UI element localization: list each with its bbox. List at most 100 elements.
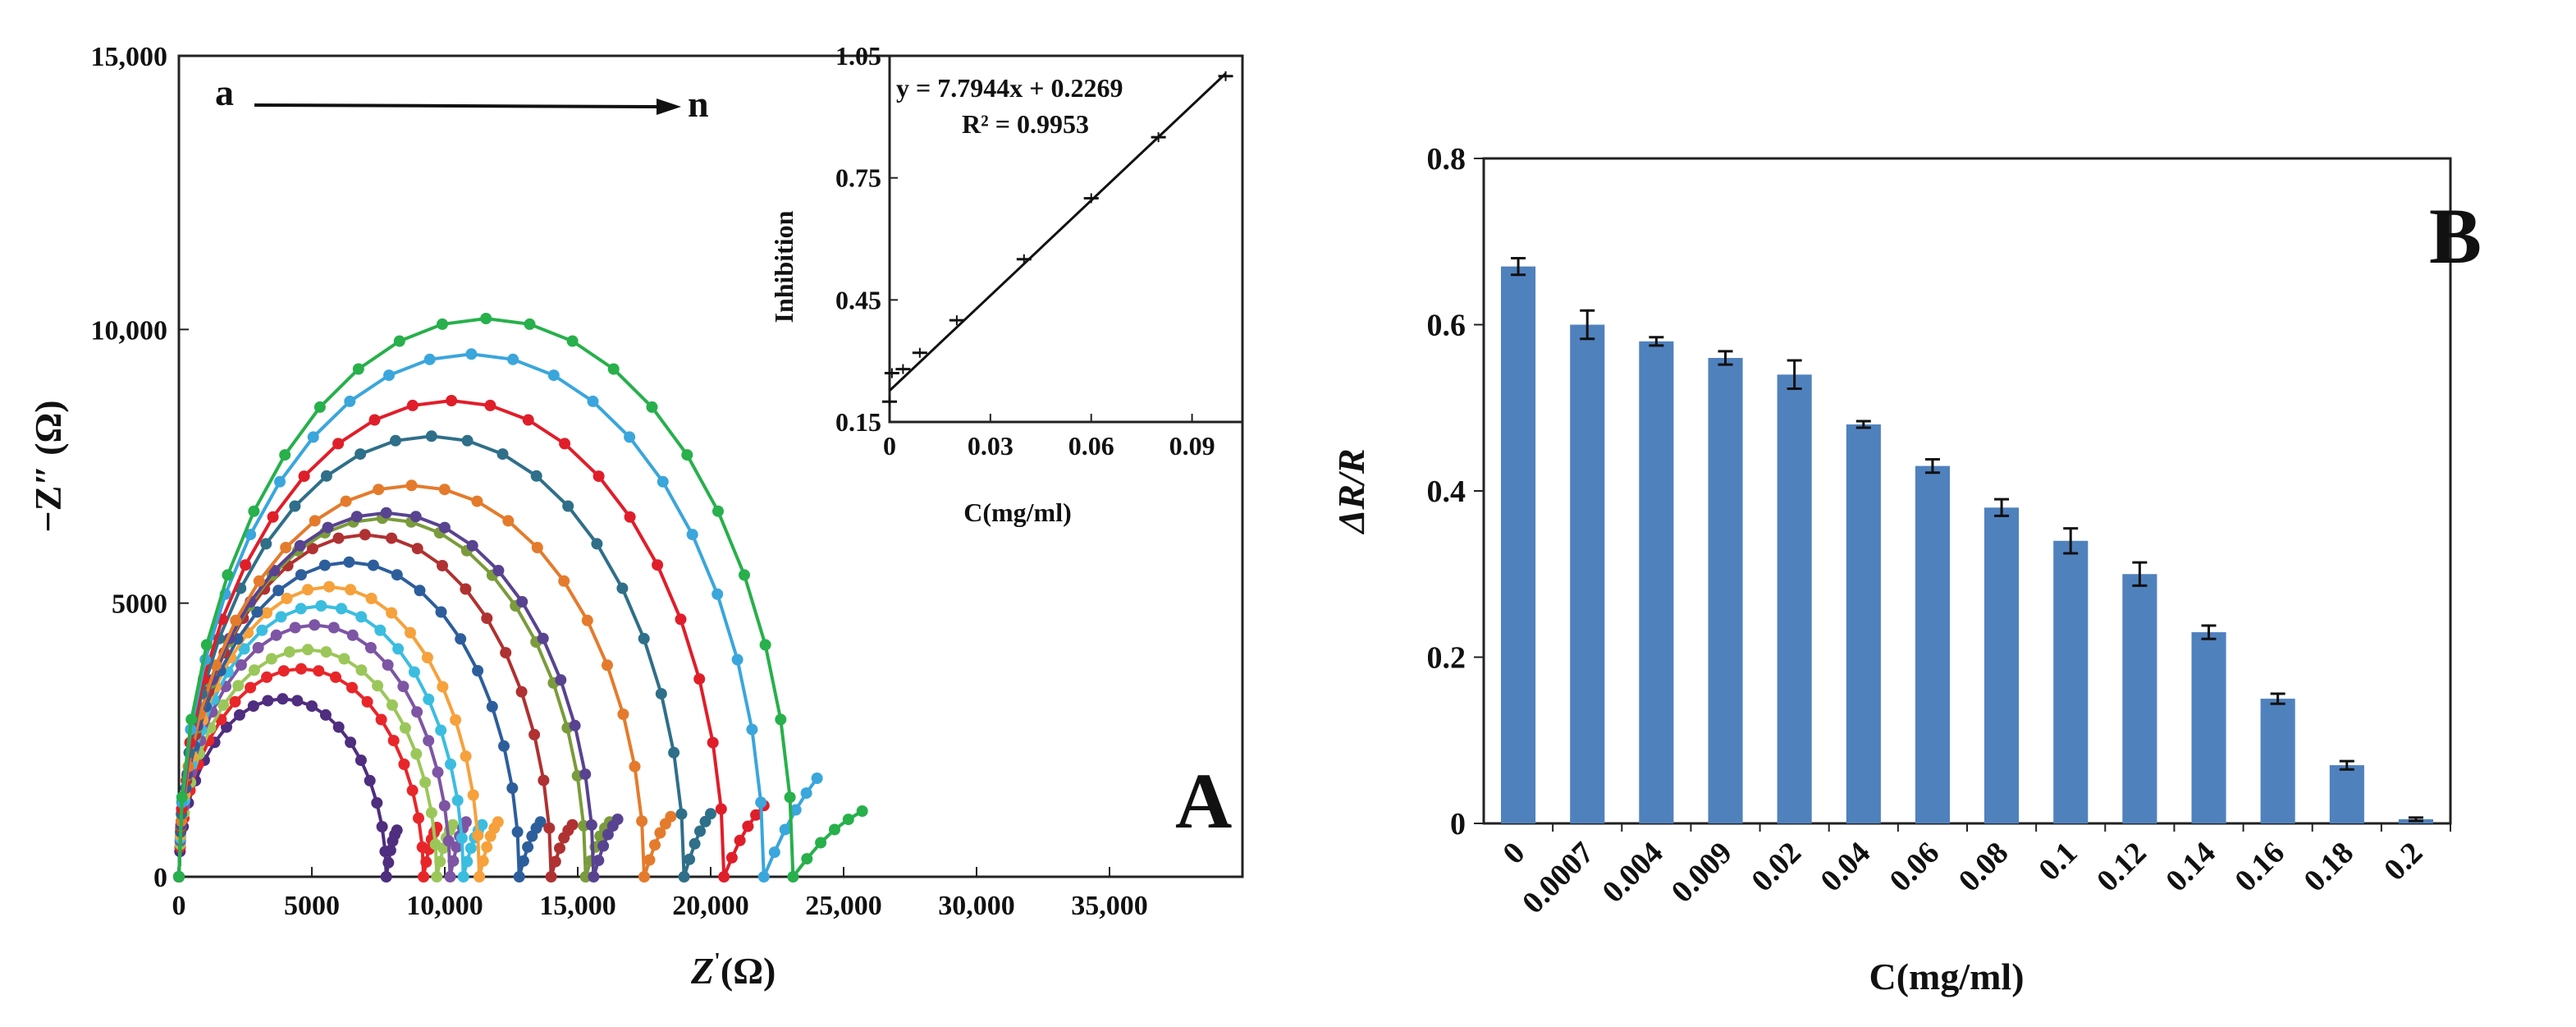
nyquist-point-n2 [829,823,840,836]
nyquist-point-c [283,646,295,658]
nyquist-point-m [593,470,605,483]
nyquist-point-l [638,632,650,644]
nyquist-point-a [380,871,392,883]
nyquist-curve-d [177,623,468,878]
nyquist-point-h [460,583,472,595]
nyquist-point-g [318,559,331,571]
nyquist-point-d [411,706,423,718]
panel-b-y-axis-label: ΔR/R [1330,449,1372,535]
nyquist-point-b [277,665,290,677]
nyquist-point-n2 [279,449,291,461]
inset-frame [888,54,1244,424]
inset-y-tick-label: 1.05 [835,41,881,71]
nyquist-point-m [734,834,746,846]
panel-a-series [173,313,868,883]
nyquist-point-e [392,643,405,655]
nyquist-point-a [391,824,403,837]
nyquist-point-n1 [746,723,758,736]
nyquist-point-g [272,585,285,597]
bar-0.1 [2053,540,2089,824]
nyquist-point-f [460,750,472,763]
nyquist-point-n1 [465,348,478,360]
x-label-prime: ' [714,949,721,974]
nyquist-point-b [375,713,387,726]
nyquist-point-j [410,511,422,523]
panel-b-label: B [2429,192,2482,280]
bar-0.16 [2260,699,2295,823]
nyquist-point-m [750,809,762,821]
nyquist-point-n1 [711,588,724,600]
nyquist-point-k [602,659,613,672]
nyquist-point-l [425,430,437,442]
nyquist-point-n1 [755,796,767,809]
nyquist-point-h [386,532,398,544]
nyquist-point-m [559,438,571,450]
x-tick-label: 0.2 [2377,836,2429,887]
nyquist-point-n1 [423,353,436,365]
nyquist-point-g [522,841,534,853]
nyquist-point-g [486,700,498,713]
x-tick-label: 20,000 [672,891,749,921]
nyquist-point-l [562,500,574,512]
nyquist-point-g [472,665,484,676]
nyquist-point-a [291,695,304,707]
nyquist-point-d [442,835,455,847]
inset-x-axis-label: C(mg/ml) [963,497,1072,527]
y-tick-label: 0.2 [1427,641,1466,676]
nyquist-point-a [332,721,345,733]
nyquist-point-m [624,511,636,523]
nyquist-point-a [319,708,332,721]
nyquist-point-n1 [731,653,744,666]
nyquist-point-g [295,569,307,581]
nyquist-point-h [332,532,345,544]
nyquist-point-n1 [768,846,780,859]
nyquist-point-f [437,681,449,693]
bar-0 [1501,266,1536,824]
x-label-unit: (Ω) [721,950,776,992]
nyquist-point-f [405,626,416,639]
x-tick-label: 10,000 [406,891,483,921]
x-tick-label: 0.16 [2228,836,2291,899]
nyquist-point-c [399,722,411,734]
nyquist-point-k [373,484,385,496]
bar-0.009 [1708,358,1743,823]
nyquist-point-f [450,714,462,726]
nyquist-point-l [675,808,688,820]
nyquist-point-a [262,695,274,707]
nyquist-point-f [386,607,398,619]
nyquist-point-m [718,871,730,883]
nyquist-point-m [725,851,738,864]
arrow-start-label: a [215,71,234,113]
nyquist-point-j [588,871,600,883]
nyquist-point-n1 [307,431,319,443]
nyquist-point-m [522,414,534,426]
nyquist-point-d [432,766,444,778]
nyquist-point-d [438,800,451,812]
y-tick-label: 0.4 [1427,475,1466,509]
nyquist-curve-l [177,434,712,878]
nyquist-point-n1 [507,353,519,365]
inset-marks [882,71,1233,407]
nyquist-point-n2 [842,814,854,826]
nyquist-point-n2 [480,313,492,324]
inset-y-tick-label: 0.45 [835,285,881,314]
nyquist-point-b [413,812,424,824]
nyquist-point-n1 [757,871,770,883]
nyquist-point-e [238,643,250,655]
nyquist-point-h [411,543,423,555]
nyquist-point-n2 [856,805,868,817]
panel-b-x-axis-label: C(mg/ml) [1869,956,2024,997]
nyquist-point-k [638,871,650,883]
nyquist-point-f [281,593,293,604]
nyquist-point-e [457,871,469,883]
nyquist-point-c [302,644,314,656]
nyquist-point-n2 [200,639,213,651]
nyquist-point-l [694,825,706,837]
nyquist-point-m [693,673,706,685]
nyquist-point-d [327,621,340,634]
nyquist-point-j [579,768,592,781]
nyquist-point-b [420,856,432,869]
nyquist-point-f [472,829,484,841]
inset-y-tick-label: 0.75 [835,163,881,193]
